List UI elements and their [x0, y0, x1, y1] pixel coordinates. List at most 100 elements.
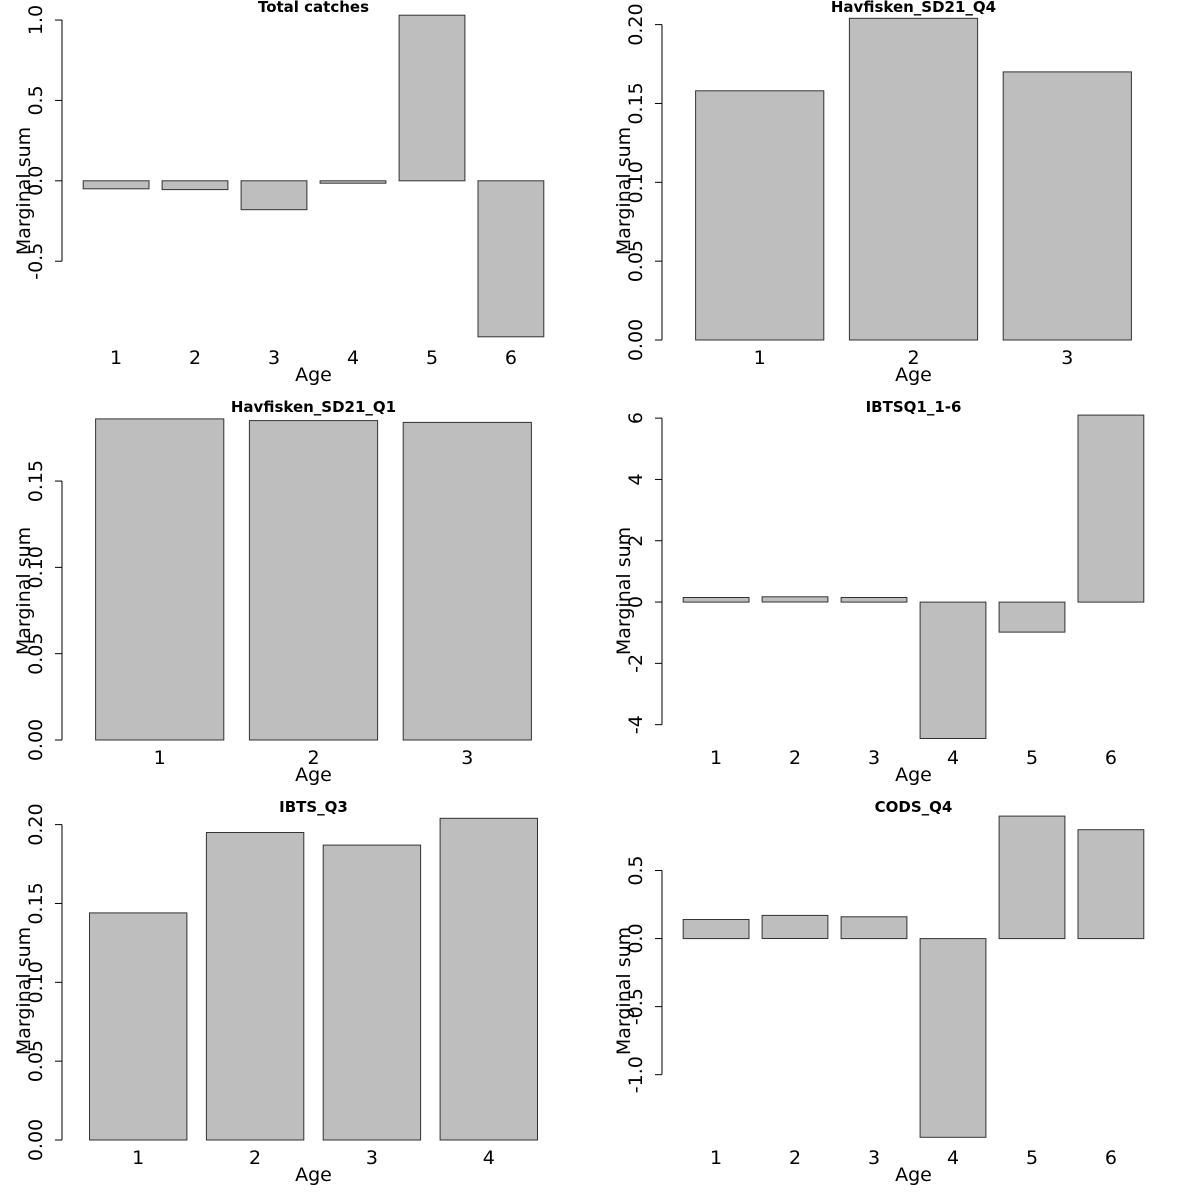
- bar-age-4: [919, 601, 987, 739]
- bar-age-4: [919, 938, 987, 1138]
- y-axis-label: Marginal sum: [13, 127, 35, 255]
- bar-age-5: [398, 14, 466, 182]
- y-axis-label: Marginal sum: [613, 127, 635, 255]
- bar-age-4: [319, 180, 387, 184]
- y-tick-label: -0.5: [25, 243, 47, 280]
- bar-age-4: [439, 817, 539, 1141]
- bar-age-3: [240, 180, 308, 211]
- y-tick-label: 6: [625, 412, 647, 424]
- y-axis-label: Marginal sum: [13, 527, 35, 655]
- bar-age-1: [682, 919, 750, 940]
- y-axis-label: Marginal sum: [13, 927, 35, 1055]
- x-tick-label: 4: [947, 1147, 959, 1169]
- x-tick-label: 5: [426, 347, 438, 369]
- x-tick-label: 4: [483, 1147, 495, 1169]
- bar-age-3: [840, 916, 908, 940]
- x-axis-label: Age: [895, 764, 932, 786]
- y-tick-label: 0.05: [25, 1040, 47, 1082]
- bar-age-1: [682, 597, 750, 603]
- bar-age-3: [402, 421, 532, 741]
- chart-title: IBTSQ1_1-6: [866, 398, 962, 416]
- y-tick-label: -1.0: [625, 1056, 647, 1093]
- y-tick-label: 0.5: [25, 85, 47, 115]
- bar-age-3: [322, 844, 422, 1141]
- bar-age-5: [998, 601, 1066, 633]
- y-tick-label: 0.15: [25, 882, 47, 924]
- x-tick-label: 3: [868, 747, 880, 769]
- bar-age-2: [761, 914, 829, 940]
- y-tick-label: 0.20: [625, 3, 647, 45]
- y-tick-label: 2: [625, 535, 647, 547]
- chart-panel-5: IBTS_Q3 1 2 3 4 0.00 0.05 0.10 0.15 0.20 Age Margin…: [13, 798, 539, 1186]
- y-tick-label: 1.0: [25, 5, 47, 35]
- y-tick-label: 0.10: [25, 546, 47, 588]
- bar-age-6: [1077, 829, 1145, 940]
- x-tick-label: 5: [1026, 747, 1038, 769]
- bar-age-1: [89, 912, 188, 1141]
- y-tick-label: 0.20: [25, 803, 47, 845]
- y-tick-label: 0.00: [25, 719, 47, 761]
- chart-title: Total catches: [258, 0, 369, 16]
- y-tick-label: -4: [625, 715, 647, 734]
- y-tick-label: 4: [625, 473, 647, 485]
- x-tick-label: 2: [789, 1147, 801, 1169]
- bar-age-3: [1002, 71, 1132, 341]
- chart-title: CODS_Q4: [875, 798, 953, 816]
- x-tick-label: 3: [268, 347, 280, 369]
- y-tick-label: 0.0: [625, 923, 647, 953]
- x-tick-label: 6: [1105, 747, 1117, 769]
- x-axis-label: Age: [895, 1164, 932, 1186]
- bar-age-2: [761, 596, 829, 603]
- chart-panel-2: Havfisken_SD21_Q4 1 2 3 0.00 0.05 0.10 0.15 0.20…: [613, 0, 1132, 386]
- x-tick-label: 1: [154, 747, 166, 769]
- x-tick-label: 3: [461, 747, 473, 769]
- x-tick-label: 1: [710, 1147, 722, 1169]
- bar-age-6: [477, 180, 545, 338]
- y-tick-label: 0.5: [625, 855, 647, 885]
- x-tick-label: 1: [110, 347, 122, 369]
- x-tick-label: 2: [307, 747, 319, 769]
- y-tick-label: 0.15: [625, 82, 647, 124]
- chart-panel-4: IBTSQ1_1-6 1 2 3 4 5 6 -4 -2 0 2 4 6 Age Marginal sum: [613, 398, 1145, 786]
- y-tick-label: 0.05: [625, 240, 647, 282]
- x-tick-label: 2: [189, 347, 201, 369]
- chart-panel-1: Total catches 1 2 3 4 5 6 -0.5 0.0 0.5 1.0 Age Margi…: [13, 0, 545, 386]
- y-tick-label: 0.10: [625, 161, 647, 203]
- x-axis-label: Age: [295, 1164, 332, 1186]
- bar-age-2: [161, 180, 229, 191]
- bar-age-3: [840, 597, 908, 603]
- x-tick-label: 1: [754, 347, 766, 369]
- x-tick-label: 2: [249, 1147, 261, 1169]
- y-tick-label: 0.0: [25, 166, 47, 196]
- bar-age-6: [1077, 414, 1145, 603]
- y-tick-label: 0: [625, 596, 647, 608]
- bar-age-2: [205, 832, 305, 1141]
- x-tick-label: 1: [710, 747, 722, 769]
- x-tick-label: 4: [947, 747, 959, 769]
- y-axis-label: Marginal sum: [613, 527, 635, 655]
- y-tick-label: 0.00: [25, 1119, 47, 1161]
- x-tick-label: 3: [366, 1147, 378, 1169]
- x-axis-label: Age: [895, 364, 932, 386]
- y-tick-label: 0.05: [25, 633, 47, 675]
- x-tick-label: 2: [789, 747, 801, 769]
- y-tick-label: 0.00: [625, 319, 647, 361]
- chart-panel-6: CODS_Q4 1 2 3 4 5 6 -1.0 -0.5 0.0 0.5 Age Marginal s…: [613, 798, 1145, 1186]
- y-tick-label: -0.5: [625, 988, 647, 1025]
- bar-age-5: [998, 815, 1066, 940]
- x-axis-label: Age: [295, 364, 332, 386]
- bar-age-1: [695, 90, 825, 341]
- chart-title: Havfisken_SD21_Q4: [831, 0, 996, 16]
- x-tick-label: 4: [347, 347, 359, 369]
- x-axis-label: Age: [295, 764, 332, 786]
- chart-title: IBTS_Q3: [279, 798, 348, 816]
- bar-age-1: [82, 180, 150, 190]
- bar-age-1: [95, 418, 225, 741]
- y-tick-label: 0.15: [25, 460, 47, 502]
- x-tick-label: 5: [1026, 1147, 1038, 1169]
- x-tick-label: 3: [1061, 347, 1073, 369]
- bar-age-2: [248, 420, 379, 741]
- x-tick-label: 6: [1105, 1147, 1117, 1169]
- chart-title: Havfisken_SD21_Q1: [231, 398, 396, 416]
